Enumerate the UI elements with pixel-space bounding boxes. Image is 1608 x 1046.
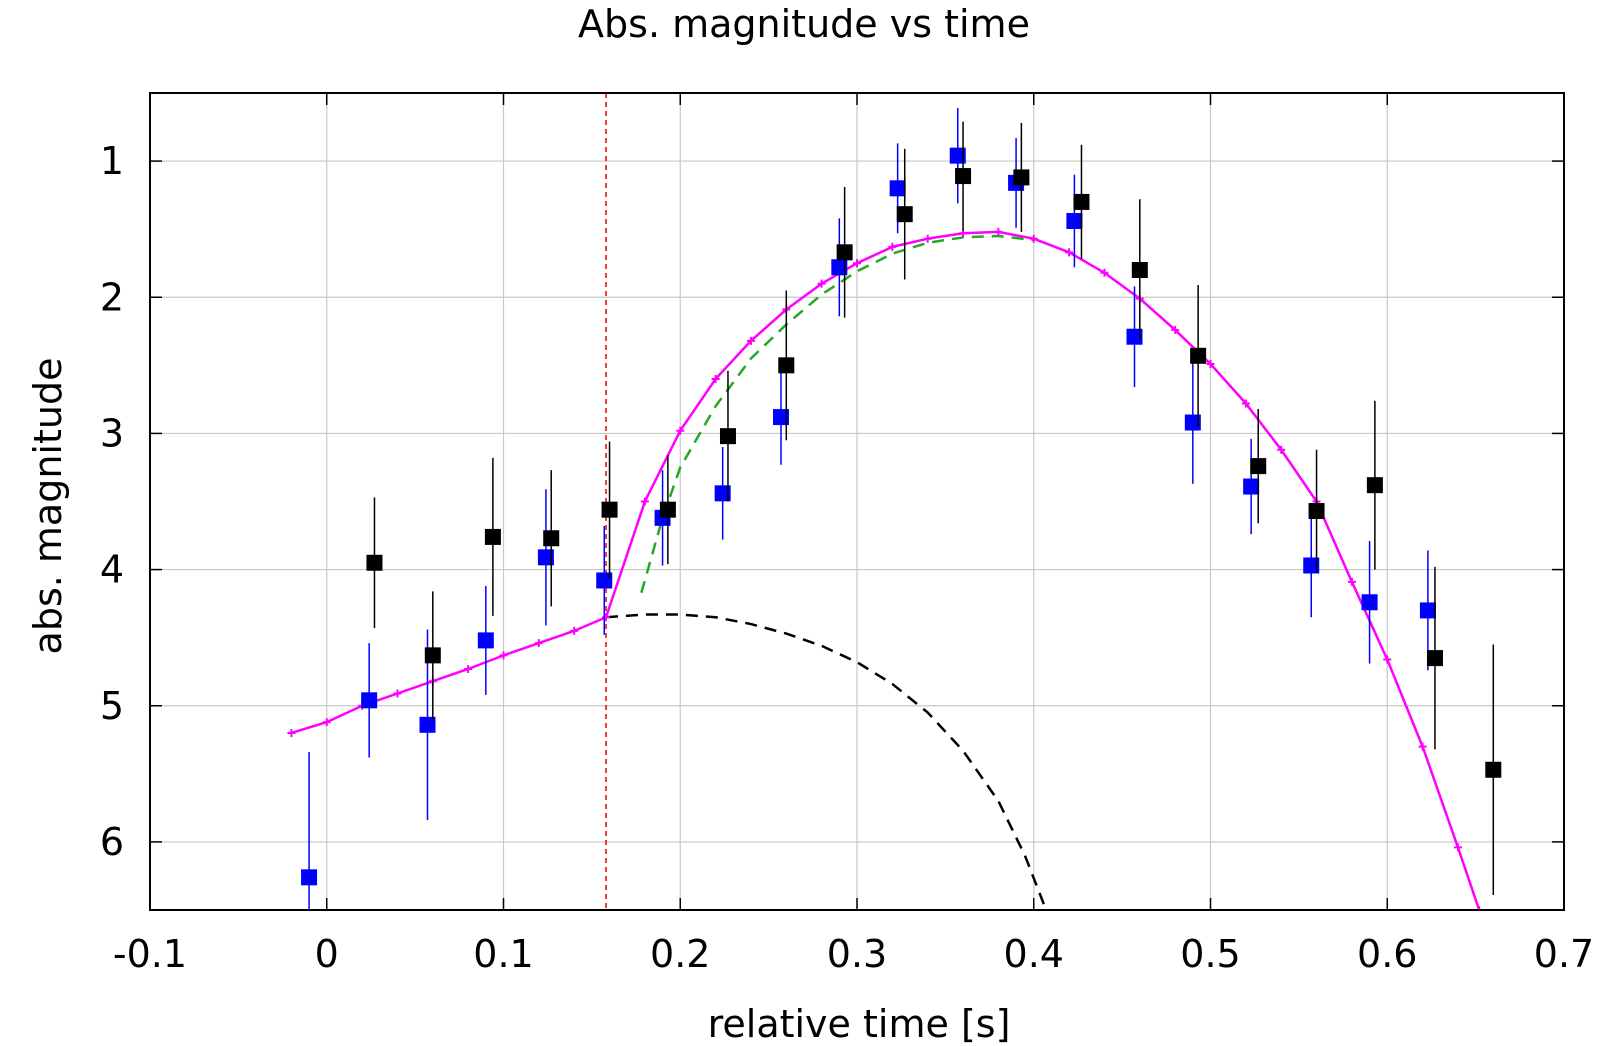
fit-line-marker	[959, 229, 968, 238]
blue-data-point	[537, 549, 554, 566]
fit-line-marker	[1241, 399, 1250, 408]
black-data-point	[1190, 347, 1207, 364]
blue-data-point	[596, 572, 613, 589]
black-data-point	[1485, 761, 1502, 778]
blue-data-point	[1066, 212, 1083, 229]
black-data-point	[543, 530, 560, 547]
x-tick-label: 0.1	[473, 932, 533, 976]
x-tick-label: 0.3	[827, 932, 887, 976]
fit-line-marker	[923, 234, 932, 243]
blue-data-point	[361, 692, 378, 709]
black-data-point	[778, 357, 795, 374]
x-axis-label: relative time [s]	[707, 1002, 1011, 1046]
plot-frame	[149, 92, 1565, 911]
fit-line-marker	[994, 227, 1003, 236]
blue-data-point	[419, 716, 436, 733]
blue-data-point	[889, 180, 906, 197]
fit-line-marker	[1418, 742, 1427, 751]
fit-line-marker	[534, 639, 543, 648]
blue-data-point	[1361, 594, 1378, 611]
x-tick-label: 0.5	[1180, 932, 1240, 976]
black-data-point	[659, 501, 676, 518]
blue-data-point	[714, 485, 731, 502]
black-data-point	[1308, 503, 1325, 520]
fit-line-marker	[888, 242, 897, 251]
x-tick-label: 0.4	[1004, 932, 1064, 976]
fit-line-marker	[464, 664, 473, 673]
fit-line-marker	[1347, 577, 1356, 586]
blue-data-point	[1243, 478, 1260, 495]
fit-line-marker	[570, 626, 579, 635]
grid	[150, 93, 1564, 910]
y-tick-label: 5	[100, 684, 124, 728]
x-tick-label: 0.2	[650, 932, 710, 976]
fit-line-marker	[1100, 268, 1109, 277]
fit-line-marker	[322, 718, 331, 727]
black-data-point	[1013, 169, 1030, 186]
axis-ticks: -0.1 0 0.1 0.2 0.3 0.4 0.5 0.6 0.7 1 2 3 4 5 6	[100, 93, 1594, 976]
black-data-point	[1250, 458, 1267, 475]
black-dashed-curve	[605, 613, 1048, 910]
black-data-point	[836, 244, 853, 261]
blue-data-point	[1126, 328, 1143, 345]
y-tick-label: 6	[100, 820, 124, 864]
y-tick-label: 4	[100, 548, 124, 592]
blue-data-point	[831, 259, 848, 276]
y-tick-label: 2	[100, 275, 124, 319]
fit-line-marker	[287, 728, 296, 737]
fit-line-marker	[746, 336, 755, 345]
black-data-point	[1366, 477, 1383, 494]
fit-line-marker	[602, 613, 611, 622]
x-tick-label: -0.1	[113, 932, 187, 976]
fit-line-marker	[711, 374, 720, 383]
fit-line-marker	[1206, 359, 1215, 368]
fit-line-marker	[817, 279, 826, 288]
black-data-point	[366, 554, 383, 571]
black-data-point	[601, 501, 618, 518]
x-tick-label: 0	[315, 932, 339, 976]
y-tick-label: 1	[100, 139, 124, 183]
fit-line-marker	[640, 497, 649, 506]
fit-line-marker	[676, 426, 685, 435]
fit-line-marker	[1453, 843, 1462, 852]
x-tick-label: 0.7	[1534, 932, 1594, 976]
fit-line-marker	[1475, 906, 1484, 910]
fit-line-marker	[1171, 325, 1180, 334]
series-layer	[287, 93, 1502, 910]
black-data-point	[896, 206, 913, 223]
black-data-point	[424, 647, 441, 664]
blue-data-point	[477, 632, 494, 649]
fit-line-marker	[499, 651, 508, 660]
black-data-point	[1426, 650, 1443, 667]
fit-line-marker	[1065, 248, 1074, 257]
blue-data-point	[949, 147, 966, 164]
fit-line-marker	[1383, 655, 1392, 664]
fit-line-marker	[853, 259, 861, 268]
blue-data-point	[1303, 557, 1320, 574]
blue-data-point	[1419, 602, 1436, 619]
fit-line	[291, 230, 1481, 910]
black-data-point	[1131, 262, 1148, 279]
black-data-point	[719, 428, 736, 445]
fit-line-marker	[1277, 445, 1286, 454]
fit-line-marker	[393, 689, 402, 698]
black-data-point	[484, 528, 501, 545]
y-tick-label: 3	[100, 411, 124, 455]
chart-title: Abs. magnitude vs time	[578, 2, 1030, 46]
green-dashed-curve	[640, 234, 1034, 594]
x-tick-label: 0.6	[1357, 932, 1417, 976]
black-data-point	[1073, 193, 1090, 210]
blue-data-point	[1184, 414, 1201, 431]
fit-line-marker	[1029, 234, 1038, 243]
black-data-point	[955, 168, 972, 185]
blue-data-point	[772, 409, 789, 426]
blue-data-point	[301, 869, 318, 886]
